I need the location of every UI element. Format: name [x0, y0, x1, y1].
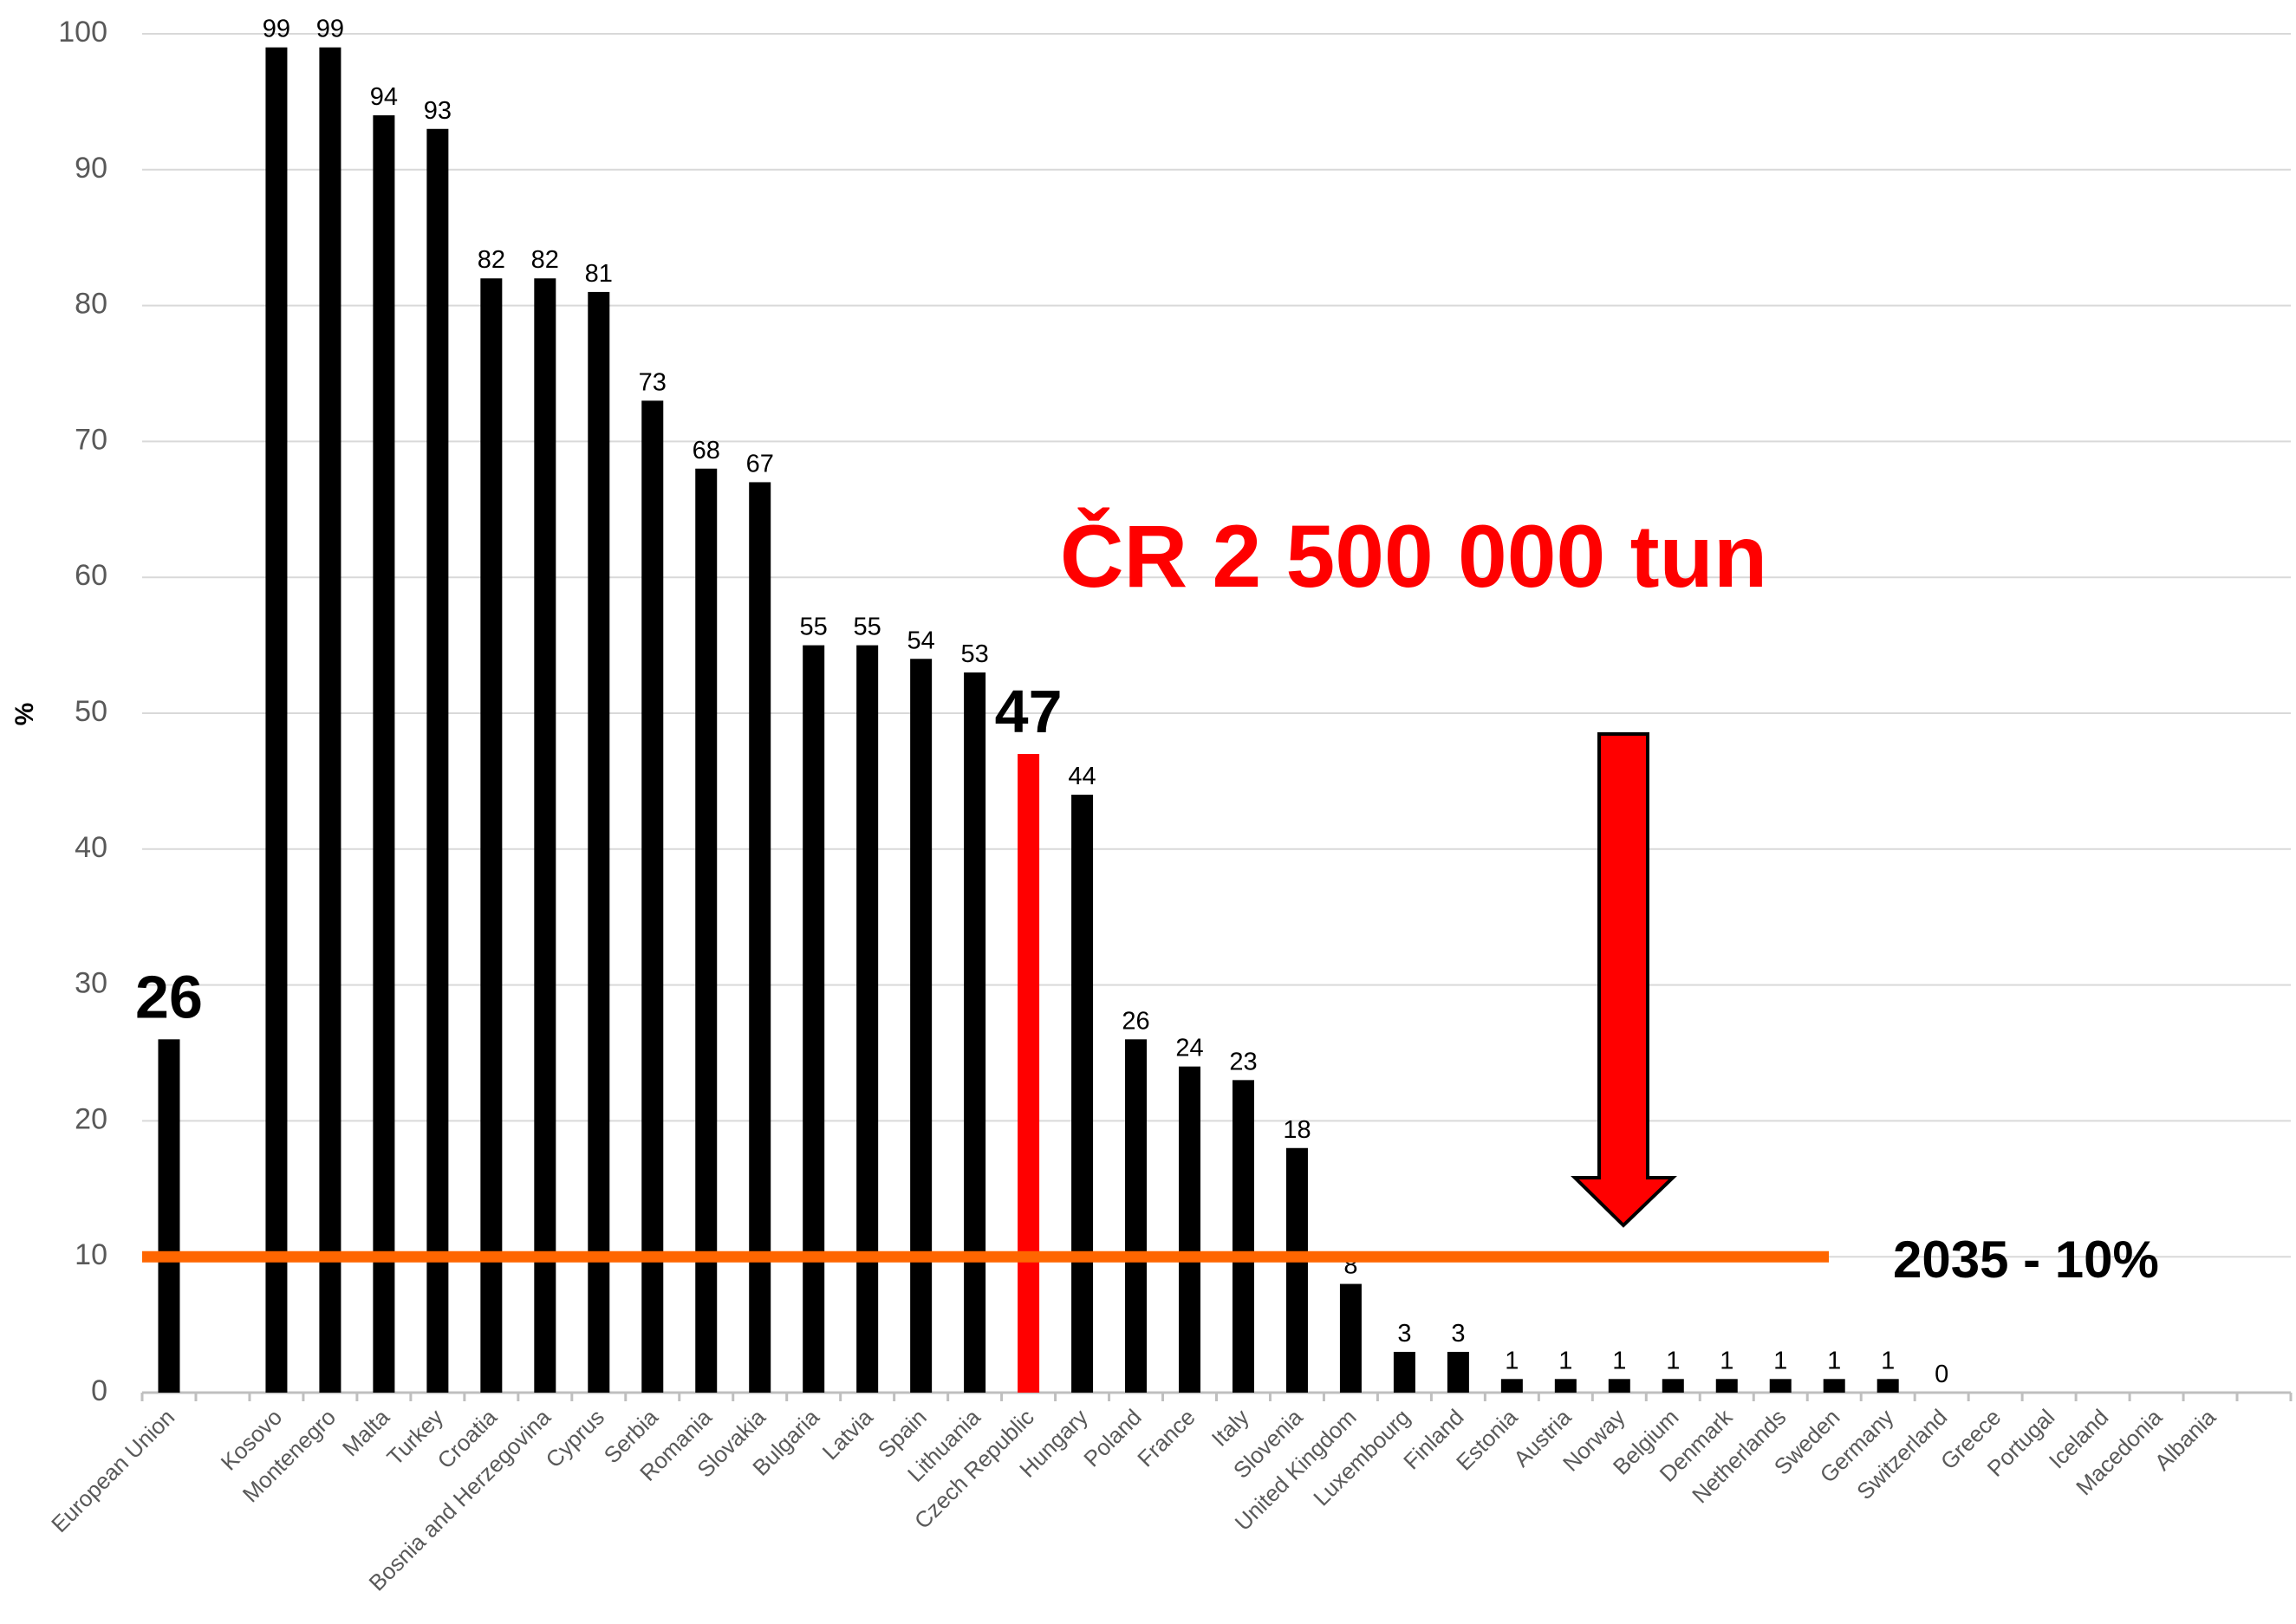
value-label: 73	[639, 368, 667, 396]
bar	[1018, 754, 1040, 1393]
value-label: 54	[907, 627, 935, 654]
y-tick-label: 0	[91, 1374, 107, 1407]
bar	[588, 291, 610, 1393]
bar	[534, 278, 556, 1393]
bar	[749, 482, 771, 1393]
value-label: 99	[316, 16, 344, 43]
y-tick-label: 60	[75, 559, 107, 592]
bar	[158, 1039, 180, 1393]
bar	[1232, 1080, 1254, 1393]
value-label: 24	[1175, 1035, 1203, 1062]
bar	[1823, 1379, 1845, 1393]
bar	[1662, 1379, 1684, 1393]
y-tick-label: 90	[75, 152, 107, 185]
bar	[695, 468, 718, 1393]
value-label: 1	[1881, 1347, 1895, 1374]
bar	[1393, 1351, 1415, 1393]
bar	[1769, 1379, 1792, 1393]
value-label: 1	[1827, 1347, 1841, 1374]
bar	[1447, 1351, 1469, 1393]
y-tick-label: 80	[75, 288, 107, 321]
value-label: 93	[424, 97, 452, 125]
value-label: 18	[1283, 1116, 1311, 1144]
value-label: 1	[1612, 1347, 1626, 1374]
bar	[426, 128, 449, 1393]
bar	[1071, 795, 1094, 1393]
y-axis-label: %	[10, 703, 39, 726]
value-label: 67	[746, 450, 774, 477]
value-label: 26	[135, 963, 203, 1030]
bar	[1285, 1147, 1308, 1393]
bar	[1554, 1379, 1577, 1393]
y-tick-label: 50	[75, 695, 107, 728]
bar	[910, 659, 933, 1393]
value-label: 55	[800, 614, 828, 641]
bar	[964, 672, 986, 1393]
bar	[856, 645, 879, 1393]
value-label: 82	[531, 246, 559, 274]
x-tick-label: Estonia	[1451, 1404, 1523, 1476]
bar	[319, 47, 341, 1393]
value-label: 1	[1666, 1347, 1680, 1374]
value-label: 55	[854, 614, 881, 641]
y-tick-label: 40	[75, 831, 107, 864]
value-label: 81	[585, 260, 613, 288]
bar	[1715, 1379, 1738, 1393]
bar	[1179, 1066, 1201, 1393]
y-tick-label: 20	[75, 1102, 107, 1135]
bar	[1608, 1379, 1630, 1393]
x-tick-label: France	[1132, 1404, 1200, 1471]
x-tick-label: Albania	[2150, 1404, 2221, 1476]
x-tick-label: Italy	[1207, 1404, 1254, 1452]
value-label: 1	[1558, 1347, 1572, 1374]
annotation: ČR 2 500 000 tun	[1060, 507, 1767, 606]
reference-label: 2035 - 10%	[1893, 1231, 2159, 1289]
value-label: 1	[1720, 1347, 1733, 1374]
x-tick-label: European Union	[46, 1404, 179, 1537]
bar	[480, 278, 503, 1393]
arrow	[1571, 732, 1677, 1228]
value-label: 68	[693, 437, 720, 464]
y-tick-label: 100	[58, 16, 107, 49]
bar	[373, 115, 395, 1393]
value-label: 3	[1451, 1320, 1465, 1348]
value-label: 3	[1397, 1320, 1411, 1348]
y-tick-label: 30	[75, 967, 107, 1000]
value-label: 47	[995, 678, 1063, 745]
value-label: 82	[478, 246, 505, 274]
value-label: 53	[960, 640, 988, 668]
x-tick-label: Latvia	[817, 1404, 879, 1465]
bar	[265, 47, 288, 1393]
value-label: 23	[1229, 1048, 1257, 1075]
x-tick-label: Cyprus	[541, 1404, 609, 1472]
value-label: 94	[370, 83, 398, 111]
bar	[1500, 1379, 1523, 1393]
bar	[803, 645, 825, 1393]
x-tick-label: Poland	[1078, 1404, 1146, 1471]
value-label: 26	[1122, 1007, 1149, 1035]
bar	[1876, 1379, 1899, 1393]
value-label: 0	[1935, 1361, 1948, 1388]
y-tick-label: 70	[75, 423, 107, 456]
bar	[1125, 1039, 1148, 1393]
value-label: 44	[1068, 763, 1096, 790]
bar	[641, 400, 664, 1393]
bar	[1339, 1283, 1362, 1393]
y-tick-label: 10	[75, 1238, 107, 1271]
value-label: 1	[1505, 1347, 1519, 1374]
value-label: 1	[1773, 1347, 1787, 1374]
value-label: 99	[263, 16, 290, 43]
